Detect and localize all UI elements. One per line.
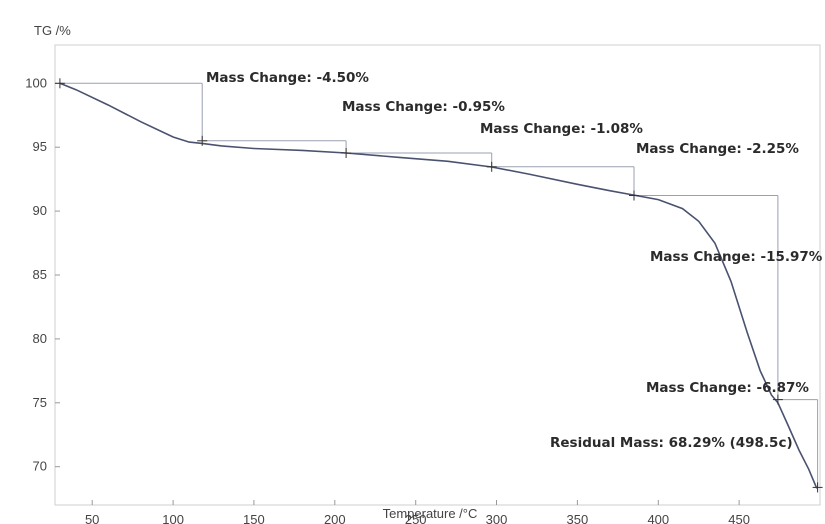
y-axis-title: TG /% — [34, 23, 71, 38]
x-tick-label: 300 — [486, 512, 508, 524]
mass-change-label: Mass Change: -4.50% — [206, 70, 369, 86]
annotation-labels: Mass Change: -4.50% Mass Change: -0.95% Ma… — [206, 70, 823, 451]
y-tick-label: 85 — [33, 267, 47, 282]
mass-change-label: Mass Change: -15.97% — [650, 249, 823, 265]
tg-curve — [59, 82, 818, 489]
y-tick-label: 70 — [33, 459, 47, 474]
x-tick-label: 200 — [324, 512, 346, 524]
mass-change-label: Mass Change: -6.87% — [646, 380, 809, 396]
y-tick-label: 90 — [33, 203, 47, 218]
x-tick-label: 250 — [405, 512, 427, 524]
residual-mass-label: Residual Mass: 68.29% (498.5c) — [550, 435, 793, 451]
x-tick-label: 350 — [567, 512, 589, 524]
axis-ticks: 50 100 150 200 250 300 350 400 450 70 75 80 85 90 95 10… — [25, 75, 750, 524]
mass-change-label: Mass Change: -2.25% — [636, 141, 799, 157]
x-tick-label: 450 — [728, 512, 750, 524]
mass-change-label: Mass Change: -1.08% — [480, 121, 643, 137]
y-tick-label: 95 — [33, 139, 47, 154]
step-markers — [54, 78, 823, 493]
y-tick-label: 100 — [25, 75, 47, 90]
y-tick-label: 80 — [33, 331, 47, 346]
mass-change-label: Mass Change: -0.95% — [342, 99, 505, 115]
x-axis-title: Temperature /°C — [383, 506, 478, 521]
y-tick-label: 75 — [33, 395, 47, 410]
x-tick-label: 50 — [85, 512, 99, 524]
x-tick-label: 100 — [162, 512, 184, 524]
x-tick-label: 400 — [647, 512, 669, 524]
x-tick-label: 150 — [243, 512, 265, 524]
